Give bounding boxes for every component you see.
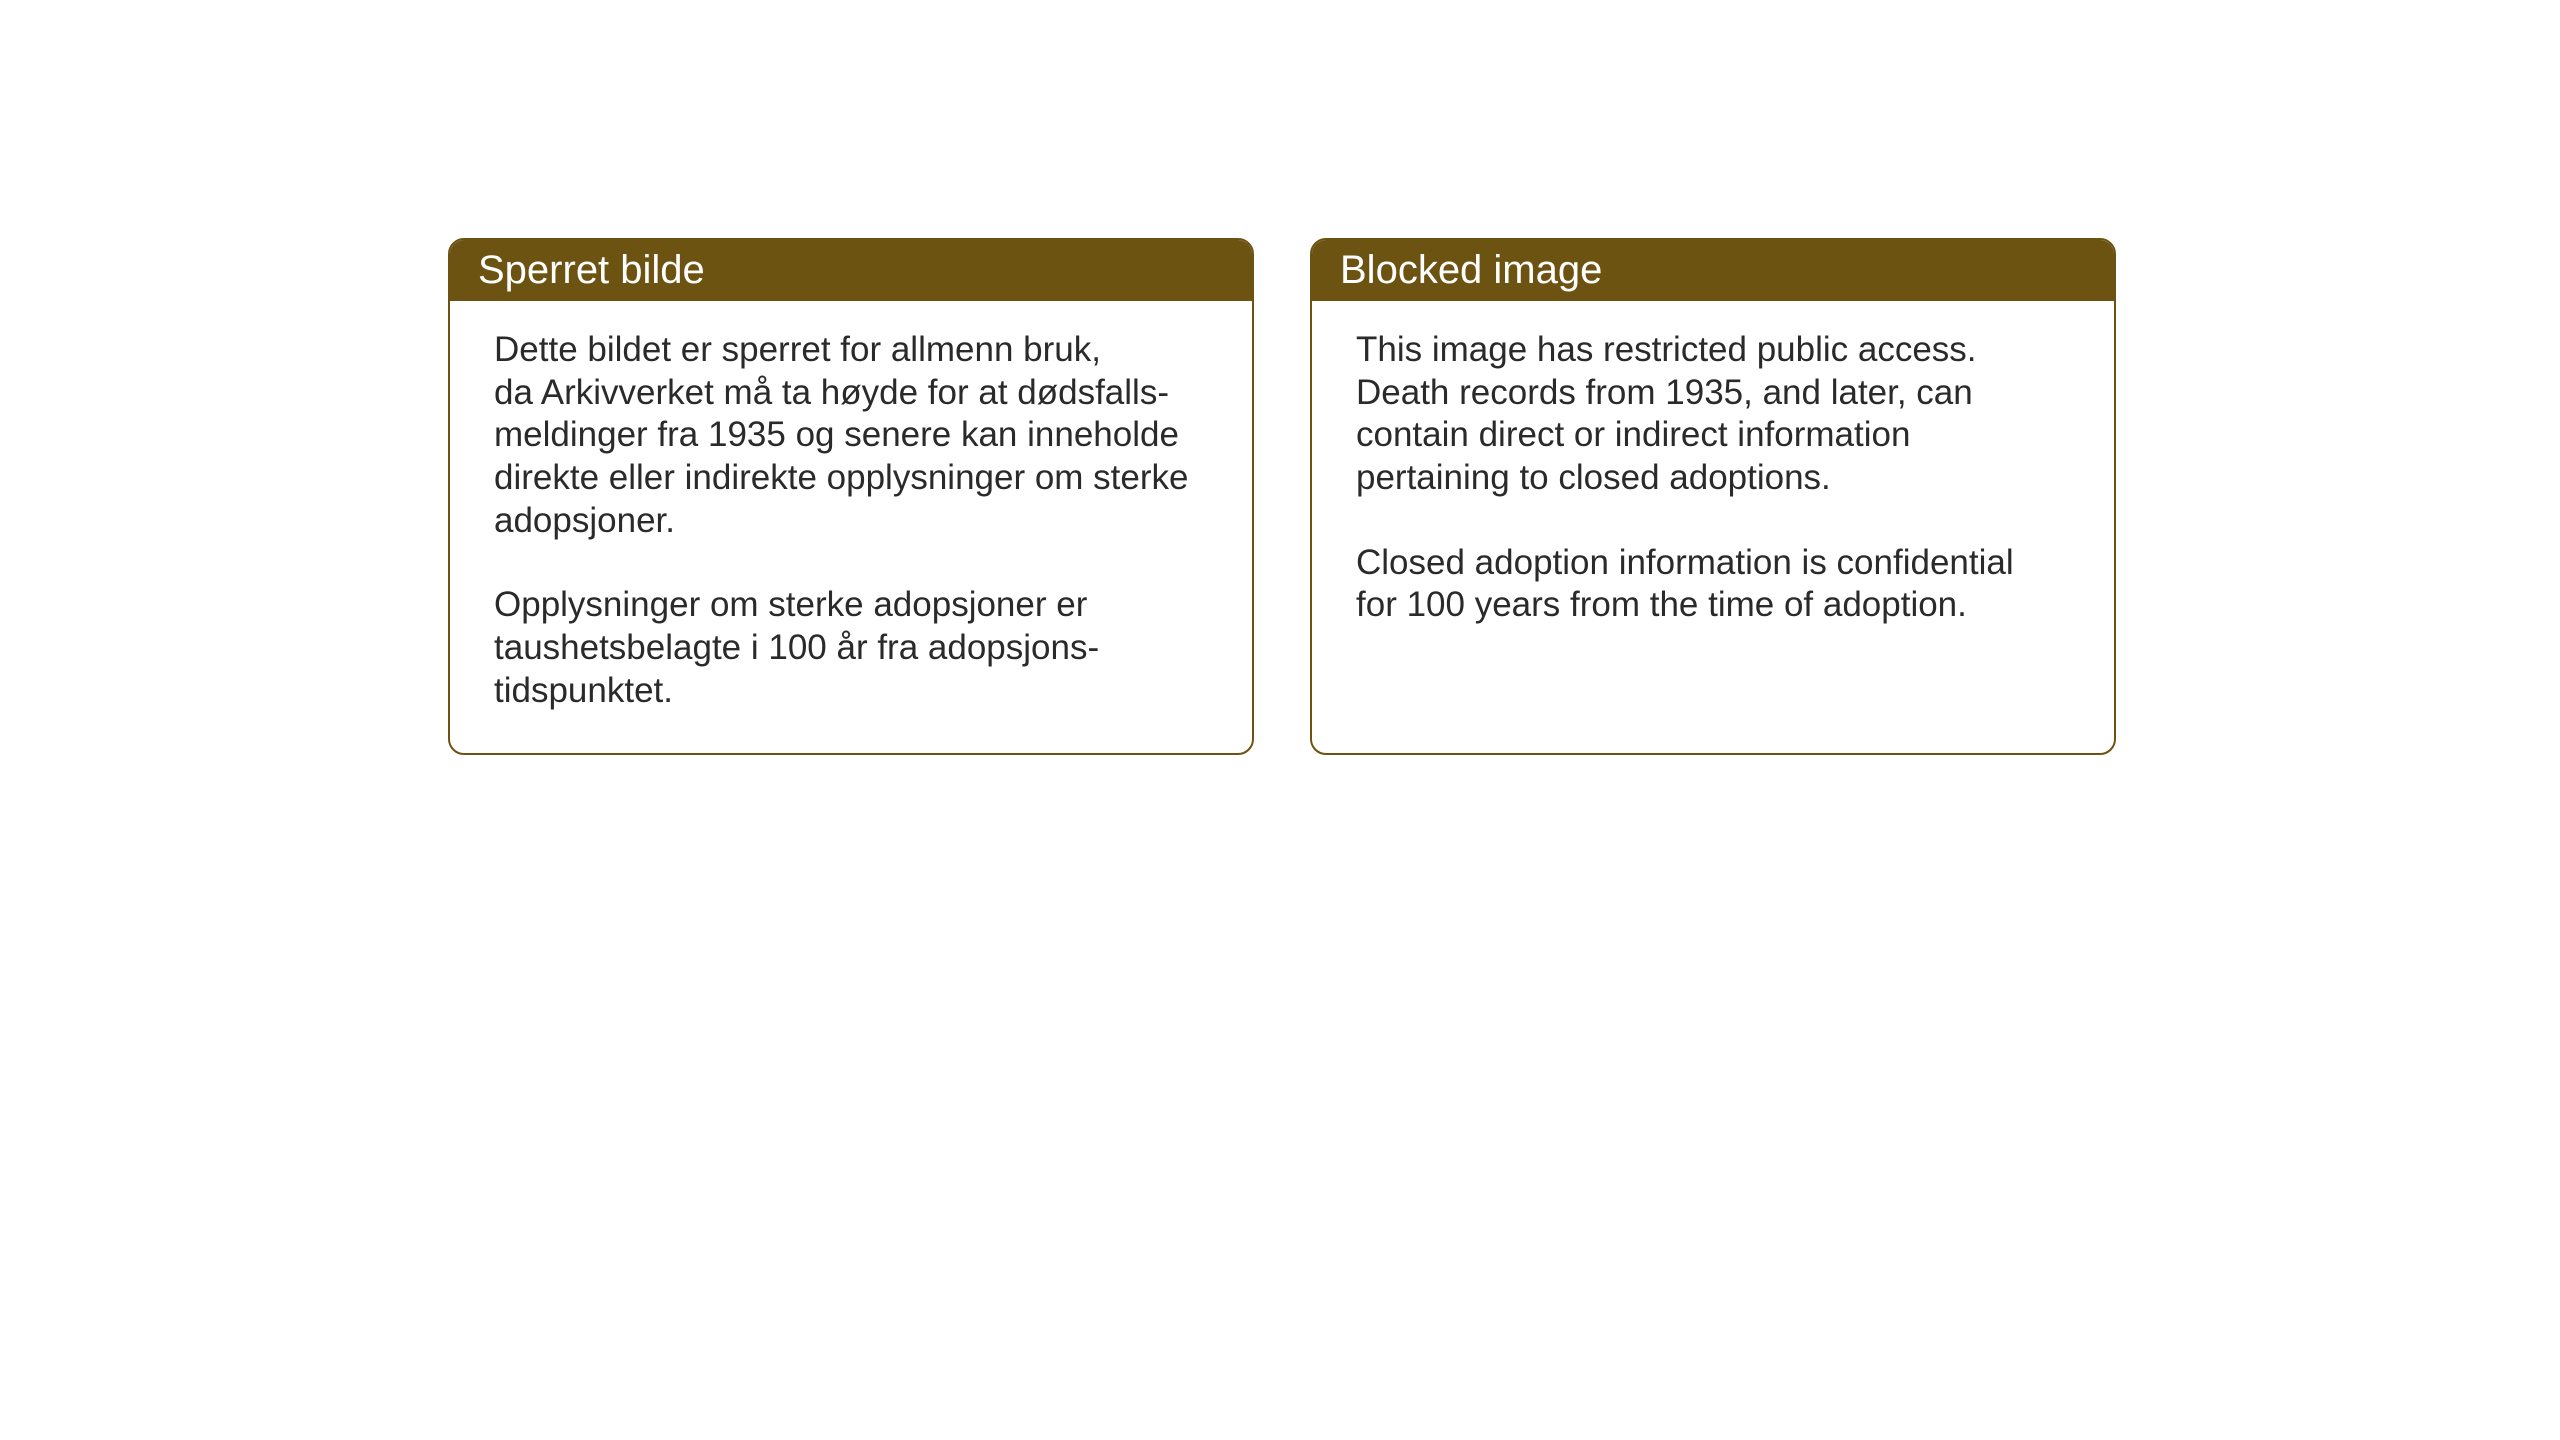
card-english-header: Blocked image <box>1312 240 2114 301</box>
card-norwegian-body: Dette bildet er sperret for allmenn bruk… <box>450 301 1252 753</box>
card-norwegian-header: Sperret bilde <box>450 240 1252 301</box>
card-norwegian-title: Sperret bilde <box>478 248 705 292</box>
card-norwegian: Sperret bilde Dette bildet er sperret fo… <box>448 238 1254 755</box>
card-norwegian-paragraph-2: Opplysninger om sterke adopsjoner er tau… <box>494 584 1208 712</box>
card-english-body: This image has restricted public access.… <box>1312 301 2114 741</box>
card-english-title: Blocked image <box>1340 248 1602 292</box>
card-norwegian-paragraph-1: Dette bildet er sperret for allmenn bruk… <box>494 329 1208 542</box>
card-english-paragraph-2: Closed adoption information is confident… <box>1356 542 2070 627</box>
card-english-paragraph-1: This image has restricted public access.… <box>1356 329 2070 500</box>
card-english: Blocked image This image has restricted … <box>1310 238 2116 755</box>
cards-container: Sperret bilde Dette bildet er sperret fo… <box>448 238 2116 755</box>
